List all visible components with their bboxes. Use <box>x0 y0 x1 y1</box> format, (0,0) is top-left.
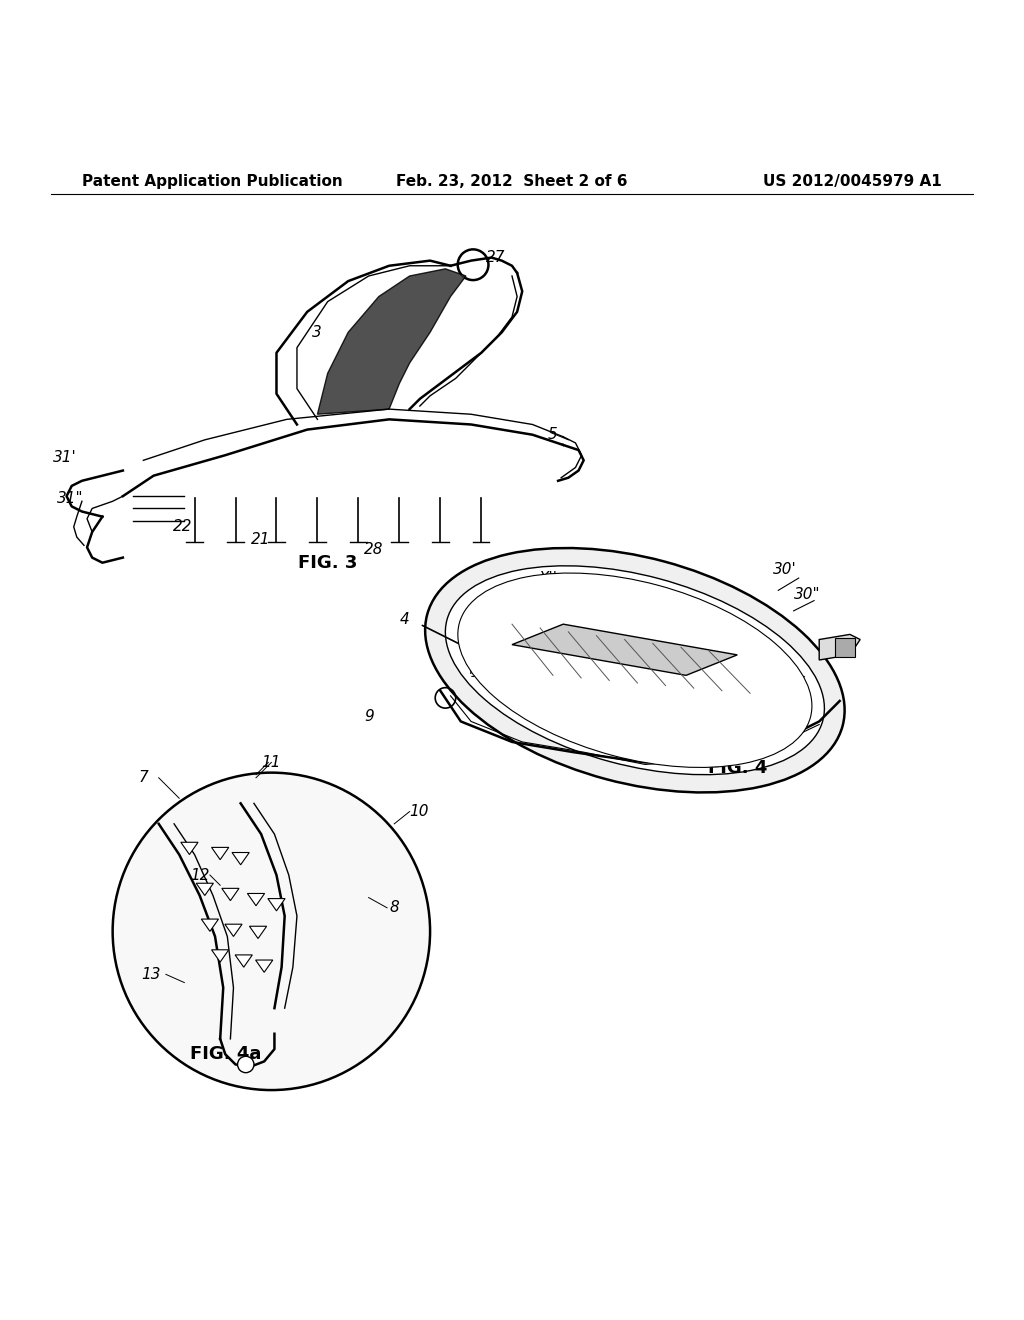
Polygon shape <box>181 842 198 854</box>
Text: FIG. 3: FIG. 3 <box>298 553 357 572</box>
Circle shape <box>238 1056 254 1073</box>
Bar <box>835 639 855 657</box>
Ellipse shape <box>425 548 845 792</box>
Text: 21: 21 <box>251 532 271 546</box>
Text: Patent Application Publication: Patent Application Publication <box>82 174 343 189</box>
Ellipse shape <box>445 566 824 775</box>
Text: Y: Y <box>794 676 803 692</box>
Text: 5: 5 <box>548 428 558 442</box>
Text: 8: 8 <box>389 900 399 915</box>
Text: 11: 11 <box>261 755 281 770</box>
Polygon shape <box>236 954 252 968</box>
Polygon shape <box>232 853 249 865</box>
Text: 13: 13 <box>141 966 161 982</box>
Text: FIG. 4a: FIG. 4a <box>189 1045 261 1063</box>
Text: Feb. 23, 2012  Sheet 2 of 6: Feb. 23, 2012 Sheet 2 of 6 <box>396 174 628 189</box>
Text: 10: 10 <box>410 804 429 818</box>
Text: 7: 7 <box>138 771 148 785</box>
Text: FIG. 4: FIG. 4 <box>708 759 767 776</box>
Ellipse shape <box>458 573 812 767</box>
Text: US 2012/0045979 A1: US 2012/0045979 A1 <box>763 174 942 189</box>
Text: 28: 28 <box>364 543 384 557</box>
Text: FIG. 4a: FIG. 4a <box>469 664 513 677</box>
Polygon shape <box>212 847 228 859</box>
Polygon shape <box>512 624 737 676</box>
Polygon shape <box>225 924 242 936</box>
Polygon shape <box>222 888 239 900</box>
Polygon shape <box>819 635 860 660</box>
Polygon shape <box>317 269 466 414</box>
Text: 6: 6 <box>645 634 655 649</box>
Text: 31': 31' <box>53 450 77 465</box>
Text: X'': X'' <box>539 570 558 586</box>
Text: 22: 22 <box>172 519 193 533</box>
Text: 3: 3 <box>312 325 323 339</box>
Polygon shape <box>256 960 272 973</box>
Text: 30': 30' <box>773 562 797 577</box>
Polygon shape <box>212 950 228 962</box>
Text: 31": 31" <box>57 491 84 506</box>
Text: 4: 4 <box>399 611 410 627</box>
Polygon shape <box>197 883 213 895</box>
Text: 7: 7 <box>522 647 532 663</box>
Polygon shape <box>250 927 266 939</box>
Circle shape <box>113 772 430 1090</box>
Text: 9: 9 <box>364 709 374 723</box>
Text: 27: 27 <box>486 249 506 265</box>
Text: 12: 12 <box>190 867 210 883</box>
Polygon shape <box>268 899 285 911</box>
Text: 30": 30" <box>794 587 820 602</box>
Polygon shape <box>202 919 218 932</box>
Polygon shape <box>248 894 264 906</box>
